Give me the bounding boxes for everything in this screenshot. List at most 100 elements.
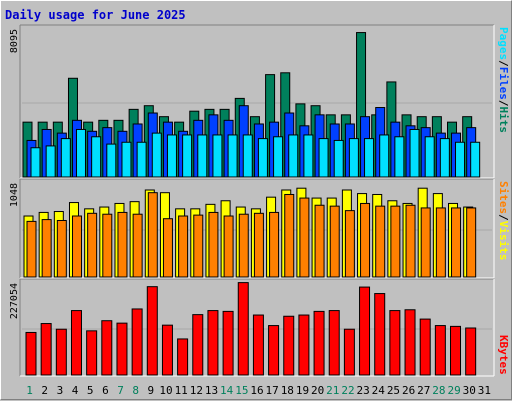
kbytes-bar-kbytes-day-29 bbox=[450, 325, 462, 376]
kbytes-ymax-label: 227054 bbox=[9, 283, 20, 319]
kbytes-bar-kbytes-day-15 bbox=[237, 282, 249, 376]
kbytes-bar-kbytes-day-24 bbox=[374, 293, 386, 376]
kbytes-bar-kbytes-day-20 bbox=[313, 310, 325, 376]
x-tick-label-day-12: 12 bbox=[190, 384, 203, 397]
x-tick-label-day-17: 17 bbox=[266, 384, 279, 397]
x-tick-label-day-23: 23 bbox=[357, 384, 370, 397]
chart-title: Daily usage for June 2025 bbox=[5, 8, 186, 22]
hits-files-pages-bar-pages-day-7 bbox=[121, 141, 132, 178]
x-tick-label-day-16: 16 bbox=[250, 384, 263, 397]
hits-files-pages-bar-pages-day-13 bbox=[212, 134, 223, 178]
hits-files-pages-bar-pages-day-17 bbox=[273, 136, 284, 178]
x-tick-label-day-20: 20 bbox=[311, 384, 324, 397]
visits-sites-bar-sites-day-28 bbox=[435, 207, 446, 278]
hits-files-pages-bar-pages-day-29 bbox=[455, 141, 466, 178]
x-tick-label-day-9: 9 bbox=[148, 384, 155, 397]
visits-sites-bar-sites-day-15 bbox=[238, 213, 249, 278]
x-tick-label-day-22: 22 bbox=[341, 384, 354, 397]
hits-files-pages-bar-pages-day-9 bbox=[151, 132, 162, 178]
legend-top-word: Files bbox=[497, 67, 510, 100]
hits-files-pages-bar-pages-day-1 bbox=[30, 147, 41, 178]
visits-sites-bar-sites-day-13 bbox=[208, 211, 219, 278]
x-tick-label-day-25: 25 bbox=[387, 384, 400, 397]
hits-files-pages-bar-pages-day-15 bbox=[242, 134, 253, 178]
hits-files-pages-bar-pages-day-30 bbox=[470, 141, 481, 178]
x-tick-label-day-2: 2 bbox=[41, 384, 48, 397]
hits-files-pages-bar-pages-day-2 bbox=[45, 145, 56, 178]
hits-files-pages-bar-pages-day-26 bbox=[409, 128, 420, 178]
hits-files-pages-bar-pages-day-10 bbox=[166, 134, 177, 178]
kbytes-bar-kbytes-day-5 bbox=[86, 330, 98, 376]
x-tick-label-day-28: 28 bbox=[432, 384, 445, 397]
x-tick-label-day-30: 30 bbox=[463, 384, 476, 397]
visits-sites-bar-sites-day-29 bbox=[451, 207, 462, 278]
x-tick-label-day-26: 26 bbox=[402, 384, 415, 397]
visits-sites-bar-sites-day-21 bbox=[329, 205, 340, 278]
visits-sites-bar-sites-day-12 bbox=[193, 214, 204, 278]
visits-sites-bar-sites-day-20 bbox=[314, 204, 325, 278]
x-tick-label-day-18: 18 bbox=[281, 384, 294, 397]
hits-files-pages-bar-pages-day-23 bbox=[364, 138, 375, 178]
hits-files-pages-bar-pages-day-6 bbox=[106, 143, 117, 178]
visits-sites-bar-sites-day-22 bbox=[344, 210, 355, 278]
visits-sites-bar-sites-day-24 bbox=[375, 205, 386, 278]
legend-middle-word: Visits bbox=[497, 221, 510, 261]
kbytes-bar-kbytes-day-27 bbox=[419, 318, 431, 376]
kbytes-bar-kbytes-day-6 bbox=[101, 320, 113, 376]
kbytes-bar-kbytes-day-22 bbox=[343, 328, 355, 376]
visits-sites-ymax-label: 1048 bbox=[9, 183, 20, 207]
visits-sites-bar-sites-day-25 bbox=[390, 205, 401, 278]
visits-sites-bar-sites-day-16 bbox=[253, 212, 264, 278]
x-tick-label-day-24: 24 bbox=[372, 384, 386, 397]
visits-sites-bar-sites-day-9 bbox=[147, 192, 158, 278]
visits-sites-bar-sites-day-4 bbox=[71, 215, 82, 278]
kbytes-bar-kbytes-day-14 bbox=[222, 310, 234, 376]
legend-bottom-word: KBytes bbox=[497, 335, 510, 375]
visits-sites-bar-sites-day-23 bbox=[360, 202, 371, 278]
kbytes-bar-kbytes-day-1 bbox=[25, 331, 37, 376]
hits-files-pages-bar-pages-day-19 bbox=[303, 134, 314, 178]
visits-sites-bar-sites-day-1 bbox=[26, 220, 37, 278]
visits-sites-bar-sites-day-19 bbox=[299, 197, 310, 278]
hits-files-pages-bar-pages-day-8 bbox=[136, 141, 147, 178]
x-tick-label-day-19: 19 bbox=[296, 384, 309, 397]
visits-sites-bar-sites-day-2 bbox=[41, 219, 52, 278]
kbytes-bar-kbytes-day-16 bbox=[252, 314, 264, 376]
legend-middle-label: Sites/Visits bbox=[497, 181, 510, 261]
visits-sites-bar-sites-day-14 bbox=[223, 215, 234, 278]
hits-files-pages-bar-pages-day-18 bbox=[288, 134, 299, 178]
hits-files-pages-bar-pages-day-28 bbox=[439, 138, 450, 178]
hits-files-pages-bar-pages-day-12 bbox=[197, 134, 208, 178]
x-tick-label-day-4: 4 bbox=[72, 384, 79, 397]
kbytes-bar-kbytes-day-21 bbox=[328, 310, 340, 376]
hits-files-pages-bar-pages-day-16 bbox=[257, 138, 268, 178]
kbytes-bar-kbytes-day-30 bbox=[465, 327, 477, 376]
kbytes-bar-kbytes-day-2 bbox=[40, 323, 52, 376]
x-tick-label-day-14: 14 bbox=[220, 384, 234, 397]
visits-sites-bar-sites-day-27 bbox=[420, 207, 431, 278]
visits-sites-bar-sites-day-11 bbox=[178, 215, 189, 278]
hits-files-pages-bar-pages-day-14 bbox=[227, 134, 238, 178]
x-tick-label-day-27: 27 bbox=[417, 384, 430, 397]
legend-middle-word: / bbox=[497, 214, 510, 221]
legend-top-word: / bbox=[497, 60, 510, 67]
x-tick-label-day-29: 29 bbox=[447, 384, 460, 397]
legend-top-word: / bbox=[497, 100, 510, 107]
hits-files-pages-bar-pages-day-20 bbox=[318, 138, 329, 178]
legend-top-word: Pages bbox=[497, 27, 510, 60]
legend-top-word: Hits bbox=[497, 107, 510, 134]
hits-files-pages-bar-pages-day-5 bbox=[91, 136, 102, 178]
visits-sites-bar-sites-day-7 bbox=[117, 211, 128, 278]
x-tick-label-day-13: 13 bbox=[205, 384, 218, 397]
kbytes-bar-kbytes-day-17 bbox=[268, 325, 280, 376]
kbytes-bar-kbytes-day-23 bbox=[359, 286, 371, 376]
x-tick-label-day-21: 21 bbox=[326, 384, 339, 397]
x-tick-label-day-3: 3 bbox=[57, 384, 64, 397]
x-tick-label-day-11: 11 bbox=[175, 384, 188, 397]
visits-sites-bar-sites-day-8 bbox=[132, 213, 143, 278]
kbytes-bar-kbytes-day-13 bbox=[207, 310, 219, 376]
visits-sites-bar-sites-day-18 bbox=[284, 193, 295, 278]
kbytes-bar-kbytes-day-4 bbox=[70, 310, 82, 376]
visits-sites-bar-sites-day-5 bbox=[87, 212, 98, 278]
